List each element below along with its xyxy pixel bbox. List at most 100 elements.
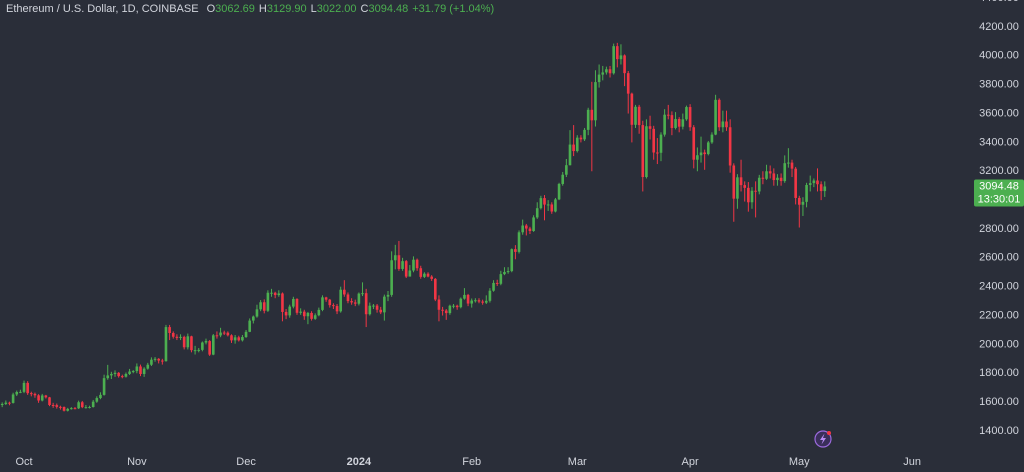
- candle-body: [747, 187, 750, 203]
- candle-body: [488, 290, 492, 301]
- candle-body: [714, 99, 717, 135]
- candle-body: [321, 297, 324, 310]
- candle-body: [750, 190, 754, 203]
- change: +31.79 (+1.04%): [412, 3, 495, 15]
- candle-body: [575, 137, 579, 152]
- candle-body: [379, 309, 383, 313]
- ohlc-values: O3062.69 H3129.90 L3022.00 C3094.48: [207, 3, 413, 15]
- candle-body: [295, 298, 299, 313]
- candle-body: [725, 121, 728, 128]
- candle-body: [241, 337, 244, 341]
- candle-body: [350, 301, 353, 303]
- candle-body: [739, 177, 743, 186]
- candle-body: [117, 372, 120, 377]
- candle-body: [270, 292, 273, 294]
- candle-body: [601, 72, 605, 75]
- candle-body: [219, 332, 222, 336]
- candle-body: [521, 225, 524, 233]
- candle-body: [666, 114, 670, 116]
- candle-body: [273, 292, 277, 296]
- candle-body: [492, 282, 495, 291]
- candle-body: [794, 168, 797, 198]
- alert-icon-bolt[interactable]: [820, 433, 826, 445]
- symbol-title: Ethereum / U.S. Dollar, 1D, COINBASE: [6, 3, 199, 15]
- candle-body: [22, 382, 26, 392]
- candle-body: [626, 73, 630, 94]
- candle-body: [728, 127, 732, 166]
- y-tick-label: 3800.00: [979, 79, 1019, 91]
- candle-body: [211, 335, 215, 355]
- candle-body: [437, 299, 441, 310]
- candle-body: [681, 119, 685, 127]
- candle-body: [641, 125, 645, 178]
- candle-body: [663, 114, 666, 135]
- candle-body: [346, 294, 350, 302]
- candle-body: [281, 293, 284, 312]
- candle-body: [102, 378, 106, 395]
- candle-body: [171, 332, 175, 337]
- candle-body: [29, 393, 33, 395]
- candle-body: [353, 302, 357, 304]
- last-price-box: [974, 179, 1024, 207]
- candle-body: [299, 311, 302, 313]
- candle-body: [161, 360, 164, 362]
- ohlc-value: 3129.90: [266, 3, 307, 15]
- candle-body: [652, 128, 656, 153]
- candle-body: [317, 309, 321, 316]
- candle-body: [175, 336, 179, 338]
- candle-body: [95, 398, 99, 402]
- candle-body: [153, 358, 157, 360]
- candle-body: [292, 298, 295, 307]
- candle-body: [244, 331, 248, 338]
- candle-body: [150, 359, 153, 365]
- candle-body: [565, 165, 568, 175]
- symbol-legend: Ethereum / U.S. Dollar, 1D, COINBASE O306…: [6, 3, 500, 15]
- candle-body: [26, 382, 29, 394]
- candle-body: [419, 268, 423, 277]
- candle-body: [514, 249, 517, 252]
- candle-body: [179, 336, 182, 338]
- candle-body: [383, 296, 386, 313]
- x-tick-label: Dec: [236, 456, 256, 468]
- candle-body: [495, 282, 499, 284]
- candle-body: [539, 198, 543, 209]
- candle-body: [288, 306, 292, 316]
- candle-body: [168, 327, 171, 333]
- candle-body: [466, 294, 470, 304]
- alert-icon-dot: [827, 431, 831, 435]
- candle-body: [706, 142, 710, 155]
- y-tick-label: 1400.00: [979, 425, 1019, 437]
- candle-body: [499, 274, 503, 284]
- candle-body: [776, 177, 779, 181]
- candle-body: [423, 273, 426, 277]
- candle-body: [503, 271, 506, 275]
- candle-body: [699, 152, 703, 156]
- candle-body: [550, 204, 554, 212]
- y-tick-label: 3200.00: [979, 165, 1019, 177]
- x-tick-label: May: [789, 456, 810, 468]
- candle-body: [434, 278, 437, 300]
- candle-body: [222, 332, 226, 334]
- candle-body: [510, 249, 514, 272]
- candle-body: [823, 186, 827, 192]
- alert-icon[interactable]: [814, 430, 832, 448]
- candle-body: [401, 261, 404, 269]
- candle-body: [252, 316, 255, 321]
- candle-body: [412, 259, 415, 271]
- candle-body: [670, 115, 674, 128]
- candle-body: [783, 163, 787, 182]
- candle-body: [634, 106, 637, 125]
- candle-body: [124, 373, 128, 377]
- y-tick-label: 3400.00: [979, 136, 1019, 148]
- candle-body: [182, 336, 186, 348]
- candle-body: [506, 271, 510, 273]
- candle-body: [761, 177, 765, 179]
- candle-body: [623, 55, 626, 74]
- candle-body: [404, 261, 408, 277]
- y-tick-label: 2200.00: [979, 309, 1019, 321]
- candle-body: [721, 121, 725, 128]
- candle-body: [692, 127, 696, 160]
- ohlc-label: L: [310, 3, 317, 15]
- candle-body: [259, 302, 262, 310]
- candle-body: [528, 228, 532, 231]
